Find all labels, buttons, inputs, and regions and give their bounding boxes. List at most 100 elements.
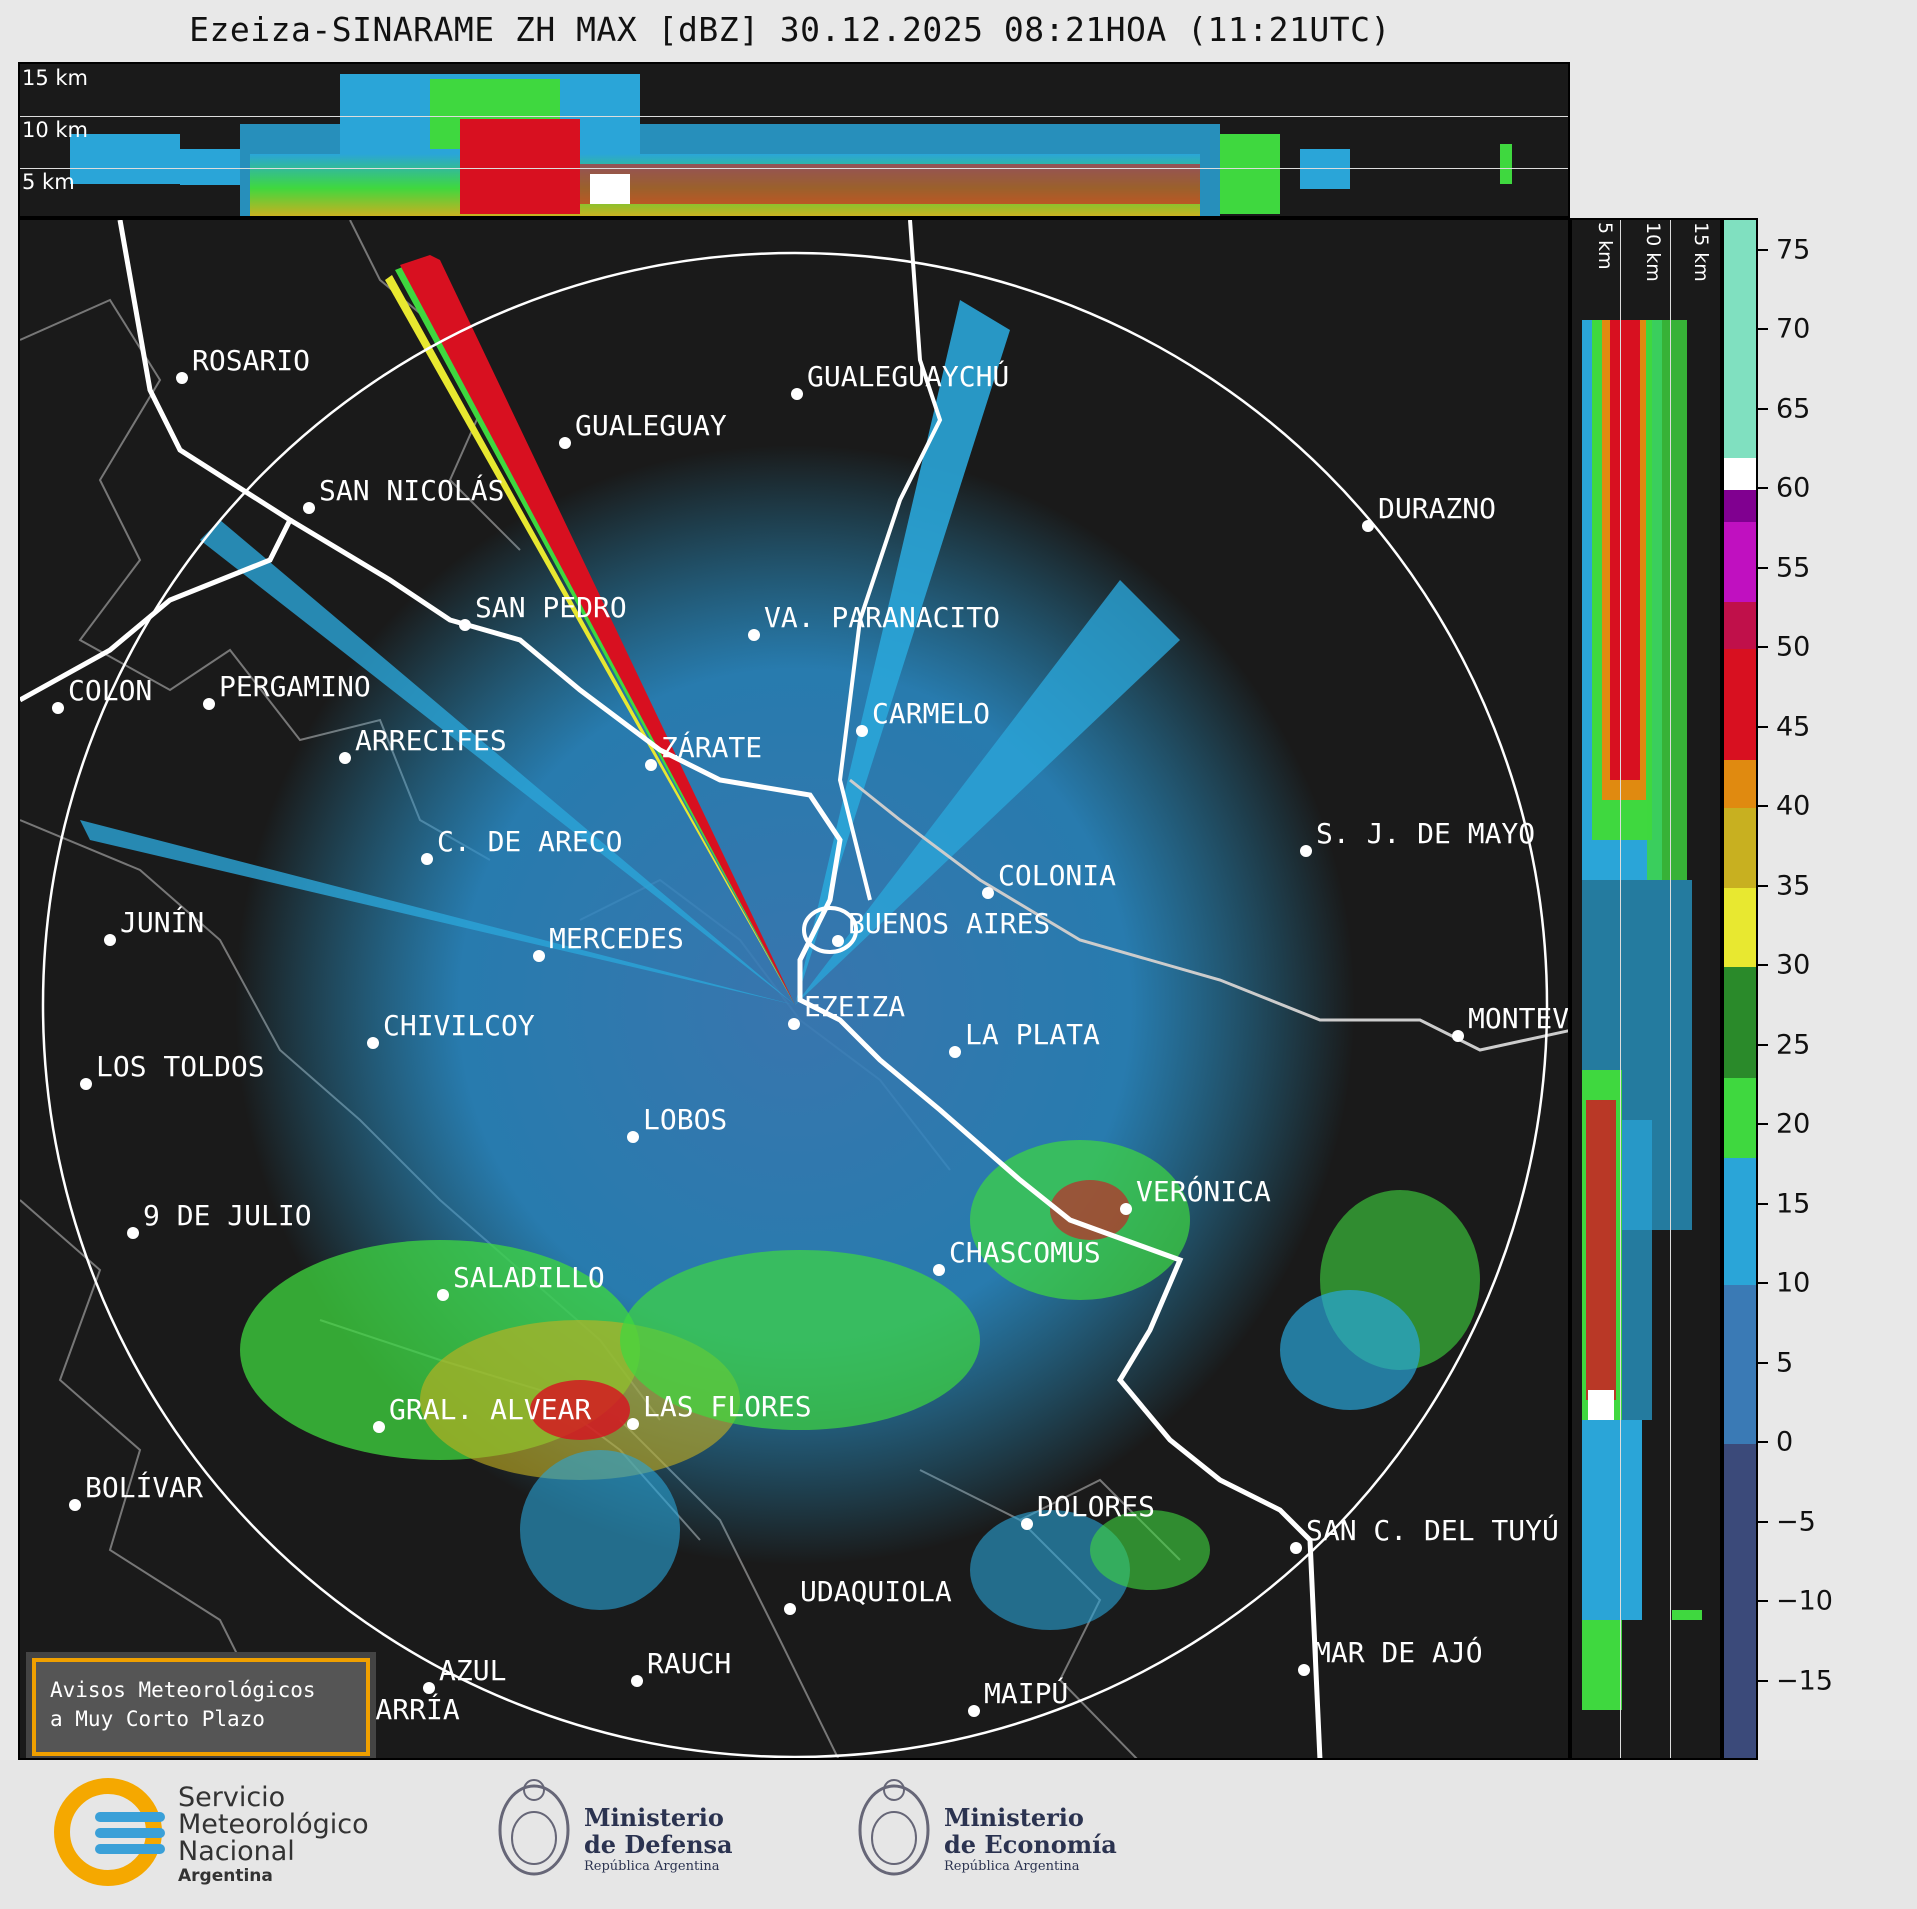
colorbar-tick-label: 70 [1776,313,1811,345]
city-marker: 9 DE JULIO [127,1199,312,1239]
city-dot [645,759,657,771]
city-marker: COLON [52,674,152,714]
colorbar-band [1724,887,1756,968]
colorbar-band [1724,1157,1756,1286]
smn-logo-icon [54,1778,165,1886]
colorbar-tick-label: 25 [1776,1029,1811,1061]
city-marker: EZEIZA [788,990,905,1030]
colorbar-band [1724,1285,1756,1445]
colorbar-tick-label: 0 [1776,1426,1794,1458]
colorbar-band [1724,1078,1756,1158]
city-label: AZUL [439,1654,506,1687]
city-label: JUNÍN [120,905,204,939]
city-marker: MAR DE AJÓ [1298,1635,1483,1676]
city-dot [421,853,433,865]
colorbar-tick [1758,964,1768,967]
city-label: DOLORES [1037,1490,1155,1523]
colorbar-tick [1758,407,1768,410]
colorbar-band [1724,808,1756,888]
altitude-label-10km: 10 km [22,118,89,142]
city-label: CARMELO [872,697,990,730]
city-marker: ROSARIO [176,344,310,384]
city-label: MONTEVIDEO [1468,1002,1570,1035]
colorbar-band [1724,220,1756,459]
city-dot [832,935,844,947]
city-marker: DOLORES [1021,1490,1155,1530]
city-label: SAN PEDRO [475,591,627,624]
city-dot [788,1018,800,1030]
city-label: COLON [68,674,152,707]
city-marker: S. J. DE MAYO [1300,817,1535,857]
city-marker: GRAL. ALVEAR [373,1393,591,1433]
colorbar-tick [1758,1282,1768,1285]
city-dot [784,1603,796,1615]
city-label: MAIPÚ [984,1676,1068,1710]
city-label: LOS TOLDOS [96,1050,265,1083]
city-label: RAUCH [647,1647,731,1680]
city-label: C. DE ARECO [437,825,622,858]
colorbar-tick [1758,1600,1768,1603]
altitude-line-5km [20,168,1568,169]
colorbar-band [1724,649,1756,761]
city-label: PERGAMINO [219,670,371,703]
city-marker: ZÁRATE [645,730,762,771]
city-dot [982,887,994,899]
city-dot [968,1705,980,1717]
altitude-label-5km: 5 km [22,170,75,194]
top-cross-section-panel: 15 km 10 km 5 km [18,62,1570,218]
alert-button[interactable]: Avisos Meteorológicos a Muy Corto Plazo [32,1658,370,1756]
city-label: 9 DE JULIO [143,1199,312,1232]
city-dot [1300,845,1312,857]
city-label: COLONIA [998,859,1116,892]
colorbar-tick-label: −5 [1776,1506,1816,1538]
city-labels: ROSARIO GUALEGUAYCHÚ GUALEGUAY SAN NICOLÁS D… [52,344,1570,1733]
city-dot [933,1264,945,1276]
defensa-line-2: de Defensa [584,1830,733,1859]
city-dot [791,388,803,400]
colorbar-tick-label: −10 [1776,1585,1833,1617]
city-label: DURAZNO [1378,492,1496,525]
colorbar-tick-label: 75 [1776,234,1811,266]
colorbar-tick [1758,1202,1768,1205]
city-marker: DURAZNO [1362,492,1496,532]
city-marker: C. DE ARECO [421,825,622,865]
economia-line-3: República Argentina [944,1859,1080,1874]
city-label: BOLÍVAR [85,1470,203,1504]
colorbar-tick-label: −15 [1776,1665,1833,1696]
side-altitude-label-10km: 10 km [1642,222,1664,282]
colorbar-tick-label: 45 [1776,711,1811,743]
city-marker: MONTEVIDEO [1452,1002,1570,1042]
colorbar-tick-label: 30 [1776,949,1811,981]
radar-map-panel: ROSARIO GUALEGUAYCHÚ GUALEGUAY SAN NICOLÁS D… [18,218,1570,1760]
city-marker: VA. PARANACITO [748,601,1000,641]
colorbar-tick [1758,884,1768,887]
city-dot [459,619,471,631]
city-marker: CARMELO [856,697,990,737]
city-dot [104,934,116,946]
city-dot [1362,520,1374,532]
city-dot [127,1227,139,1239]
city-label: ROSARIO [192,344,310,377]
city-label: MERCEDES [549,922,684,955]
city-marker: BUENOS AIRES [832,907,1050,947]
city-marker: BOLÍVAR [69,1470,203,1511]
smn-logo-text: Servicio Meteorológico Nacional Argentin… [178,1784,369,1887]
city-marker: MERCEDES [533,922,684,962]
altitude-line-10km [20,116,1568,117]
colorbar-tick [1758,725,1768,728]
city-marker: PERGAMINO [203,670,371,710]
economia-logo-text: Ministerio de Economía República Argenti… [944,1804,1117,1876]
city-label: CHIVILCOY [383,1009,535,1042]
city-dot [80,1078,92,1090]
city-marker: GUALEGUAY [559,409,727,449]
colorbar-tick [1758,487,1768,490]
city-marker: CHIVILCOY [367,1009,535,1049]
city-label: LOBOS [643,1103,727,1136]
colorbar-band [1724,601,1756,650]
city-label: MAR DE AJÓ [1314,1635,1483,1669]
city-marker: UDAQUIOLA [784,1575,952,1615]
city-marker: RAUCH [631,1647,731,1687]
altitude-line-10km-side [1670,220,1671,1758]
city-label: ZÁRATE [661,730,762,764]
city-label: ARRECIFES [355,724,507,757]
